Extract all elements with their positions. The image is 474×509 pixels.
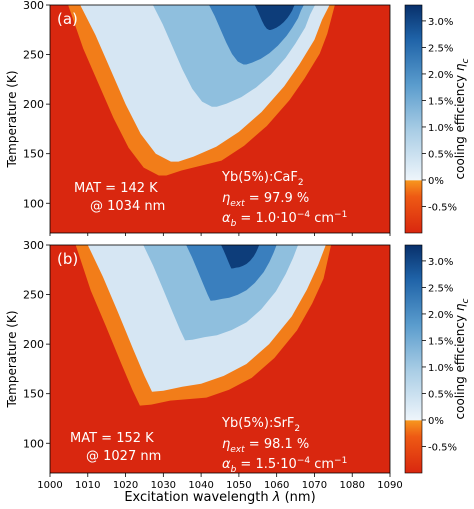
colorbar-b [405,245,422,473]
cooling-region-peak-a [254,5,295,31]
colorbar-tick-label: 0.5% [428,149,453,160]
panel-a: (a) 100 150 200 250 300 Temperature (K) MAT … [5,0,471,236]
x-tick-label: 1050 [226,480,251,491]
mat-wavelength-b: @ 1027 nm [86,449,161,464]
y-tick-label: 150 [23,148,44,161]
material-label-b: Yb(5%):SrF2 [221,416,300,434]
y-ticks-b: 100 150 200 250 300 [23,239,50,450]
y-axis-label-b: Temperature (K) [5,310,19,408]
mat-label-a: MAT = 142 K [74,181,158,196]
eta-ext-label-a: ηext = 97.9 % [222,191,309,209]
colorbar-tick-label: 1.0% [428,363,453,374]
heatmap-a [50,5,390,233]
y-tick-label: 250 [23,289,44,302]
colorbar-tick-label: 3.0% [428,257,453,268]
colorbar-tick-label: 1.5% [428,96,453,107]
y-axis-label-a: Temperature (K) [5,70,19,168]
y-tick-label: 200 [23,98,44,111]
alpha-b-label-b: αb = 1.5·10−4 cm−1 [222,456,347,475]
x-tick-label: 1010 [75,480,100,491]
panel-label-b: (b) [57,250,78,268]
colorbar-tick-label: 0.5% [428,389,453,400]
x-tick-label: 1080 [339,480,364,491]
plot-frame-a [49,4,391,234]
colorbar-tick-label: 1.0% [428,123,453,134]
y-tick-label: 300 [23,0,44,12]
x-tick-label: 1060 [264,480,289,491]
colorbar-frame-a [404,4,423,234]
x-tick-label: 1040 [188,480,213,491]
y-tick-label: 100 [23,197,44,210]
panel-label-a: (a) [57,10,78,28]
y-tick-label: 150 [23,388,44,401]
colorbar-label-a: cooling efficiency ηc [453,58,471,179]
alpha-b-label-a: αb = 1.0·10−4 cm−1 [222,210,347,229]
x-tick-label: 1090 [377,480,402,491]
mat-label-b: MAT = 152 K [70,431,154,446]
colorbar-frame-b [404,244,423,474]
colorbar-tick-label: 2.0% [428,70,453,81]
x-tick-label: 1030 [151,480,176,491]
colorbar-tick-label: -0.5% [428,202,457,213]
panel-b: (b) 100 150 200 250 300 1000 1010 1020 1030 1040… [5,239,471,491]
y-tick-label: 250 [23,49,44,62]
eta-ext-label-b: ηext = 98.1 % [222,437,309,455]
colorbar-tick-label: 2.5% [428,43,453,54]
colorbar-tick-label: -0.5% [428,442,457,453]
mat-wavelength-a: @ 1034 nm [90,199,165,214]
y-tick-label: 200 [23,338,44,351]
cooling-region-high-b [186,245,277,301]
y-ticks-a: 100 150 200 250 300 [23,0,391,236]
x-ticks: 1000 1010 1020 1030 1040 1050 1060 1070 1080 1090 [37,473,403,491]
x-tick-label: 1020 [113,480,138,491]
heatmap-b [50,245,390,473]
colorbar-tick-label: 1.5% [428,336,453,347]
colorbar-label-b: cooling efficiency ηc [453,298,471,419]
colorbar-tick-label: 2.5% [428,283,453,294]
colorbar-ticks-a: 3.0% 2.5% 2.0% 1.5% 1.0% 0.5% 0% -0.5% [422,17,457,213]
material-label-a: Yb(5%):CaF2 [221,170,304,188]
colorbar-a [405,5,422,233]
cooling-region-peak-b [221,245,260,269]
colorbar-tick-label: 0% [428,176,444,187]
colorbar-tick-label: 0% [428,416,444,427]
x-tick-label: 1070 [302,480,327,491]
y-tick-label: 300 [23,239,44,252]
y-tick-label: 100 [23,437,44,450]
x-tick-label: 1000 [37,480,62,491]
plot-frame-b [49,244,391,474]
colorbar-ticks-b: 3.0% 2.5% 2.0% 1.5% 1.0% 0.5% 0% -0.5% [422,257,457,453]
x-axis-label: Excitation wavelength λ (nm) [124,490,315,505]
colorbar-tick-label: 3.0% [428,17,453,28]
colorbar-tick-label: 2.0% [428,310,453,321]
